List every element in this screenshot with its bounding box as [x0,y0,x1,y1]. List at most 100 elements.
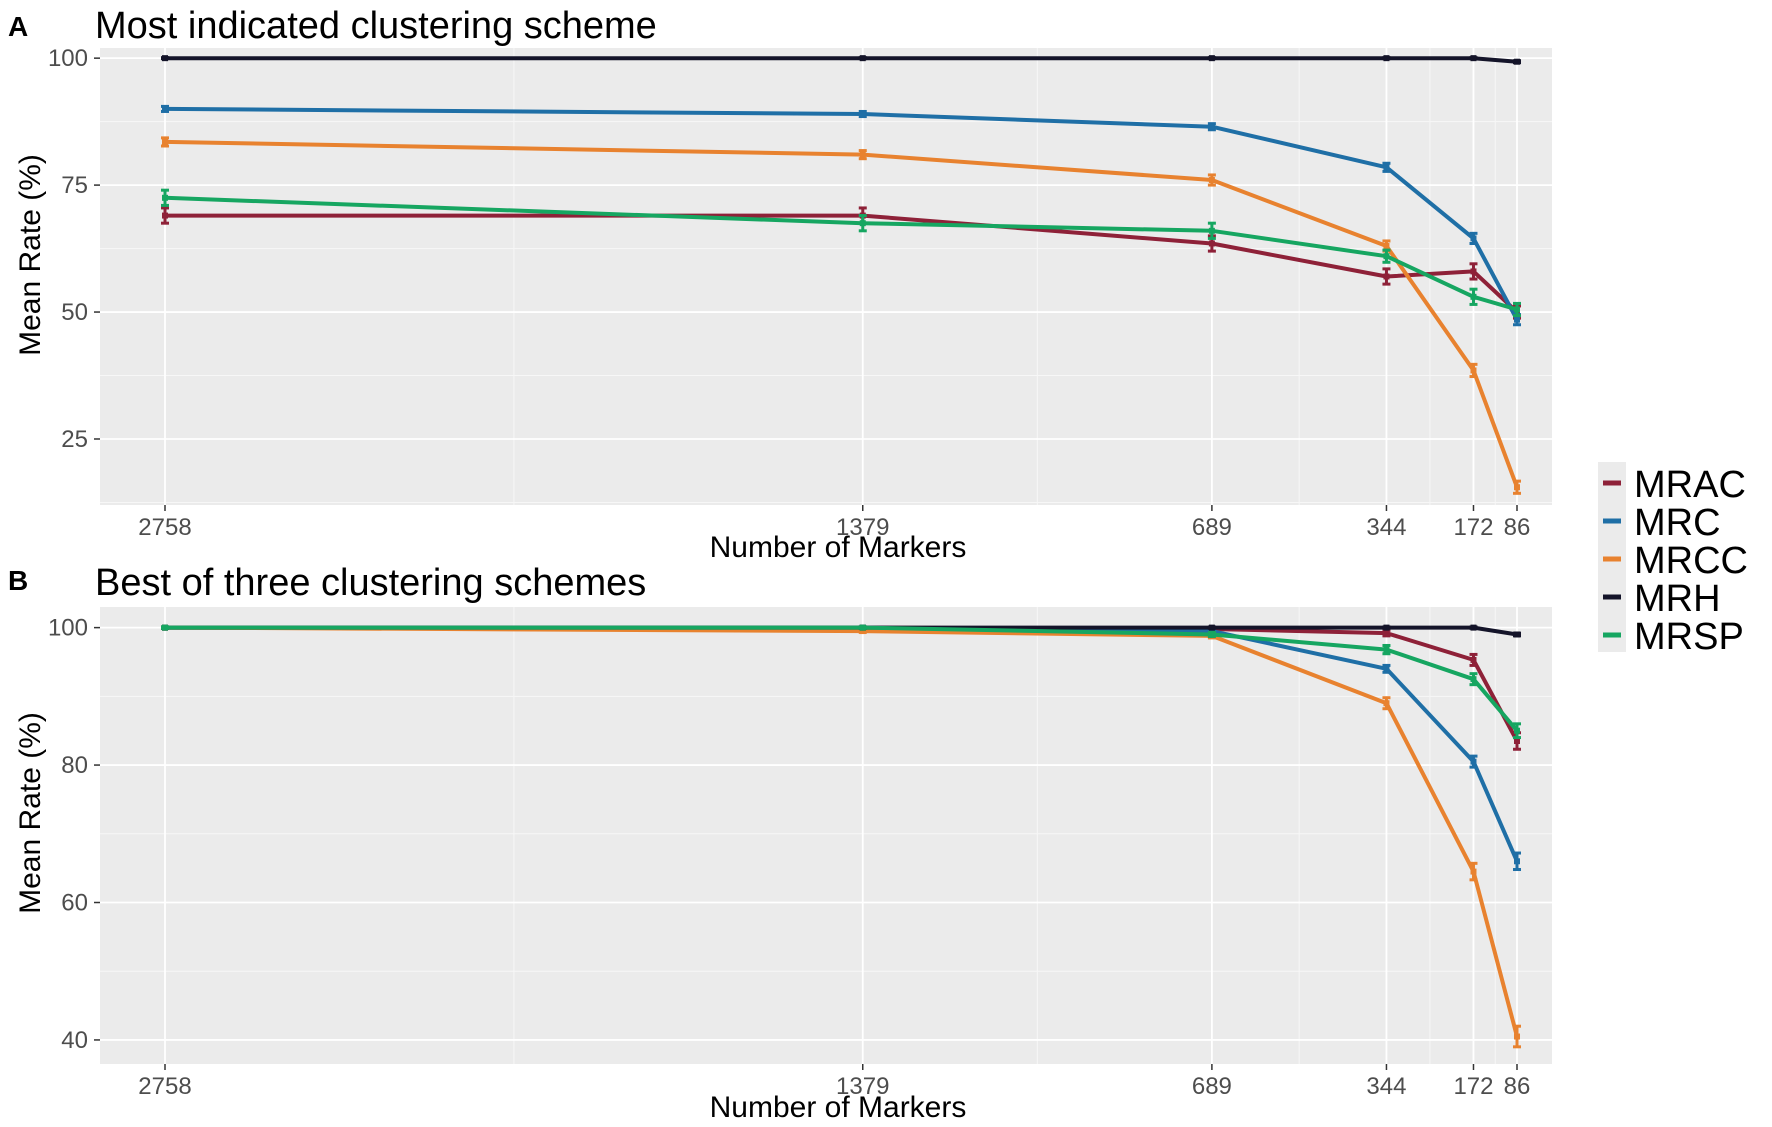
data-point [1470,268,1477,275]
panel-b-x-axis-title: Number of Markers [710,1091,967,1124]
series-line-mrsp [164,195,1518,312]
data-point [1208,123,1215,130]
data-point [1208,631,1215,638]
data-point [1383,630,1390,637]
data-point [1514,316,1520,323]
data-point [1383,55,1390,62]
series-line-mrc [164,106,1519,321]
data-point [1470,868,1477,875]
panel-a: A Most indicated clustering scheme 25 50 7… [8,5,1552,564]
data-point [162,138,168,145]
panel-b-y-axis: 40 60 80 100 [48,615,100,1054]
legend-item-mrac: MRAC [1603,464,1746,506]
series-line-mrsp [165,625,1519,732]
x-tick-label: 86 [1504,1073,1531,1100]
data-point [1208,624,1215,631]
legend-label: MRCC [1634,540,1748,582]
x-tick-label: 1379 [836,1073,889,1100]
x-tick-label: 344 [1366,514,1406,541]
panel-b-x-axis: 2758 1379 689 344 172 86 [138,1064,1530,1100]
data-point [1514,738,1520,745]
series-line-mrh [165,56,1518,64]
data-point [1514,306,1520,313]
data-point [1514,631,1520,638]
data-point [1514,858,1520,865]
panel-b: B Best of three clustering schemes 40 60 8… [8,562,1552,1124]
y-tick-label: 80 [61,752,88,779]
data-point [1383,253,1390,260]
y-tick-label: 100 [48,45,88,72]
data-point [1208,55,1215,62]
data-point [1514,58,1520,65]
data-point [1514,484,1520,491]
panel-a-y-axis-title: Mean Rate (%) [14,154,47,356]
panel-a-plot-background [100,48,1552,505]
series-line-mrcc [164,625,1519,1038]
series-mrc [161,104,1521,327]
data-point [162,194,168,201]
panel-a-x-axis-title: Number of Markers [710,531,967,564]
data-point [1470,676,1477,683]
panel-b-y-axis-title: Mean Rate (%) [14,712,47,914]
legend-label: MRSP [1634,616,1744,658]
data-point [1470,656,1477,663]
panel-a-x-axis: 2758 1379 689 344 172 86 [138,505,1530,541]
panel-b-series [161,624,1521,1049]
x-tick-label: 172 [1453,1073,1493,1100]
legend-item-mrc: MRC [1603,502,1721,544]
data-point [1383,665,1390,672]
series-line-mrcc [164,139,1519,488]
data-point [1470,624,1477,631]
legend-item-mrcc: MRCC [1603,540,1748,582]
x-tick-label: 172 [1453,514,1493,541]
data-point [162,212,168,219]
series-mrsp [161,188,1521,318]
y-tick-label: 25 [61,426,88,453]
data-point [859,628,866,635]
panel-b-letter: B [8,565,28,596]
data-point [1208,240,1215,247]
series-line-mrac [165,213,1519,314]
data-point [859,55,866,62]
legend-label: MRC [1634,502,1721,544]
data-point [1383,624,1390,631]
data-point [1383,646,1390,653]
y-tick-label: 50 [61,299,88,326]
y-tick-label: 60 [61,890,88,917]
series-mrh [161,55,1521,65]
data-point [1470,367,1477,374]
x-tick-label: 344 [1366,1073,1406,1100]
x-tick-label: 2758 [138,514,191,541]
data-point [859,151,866,158]
data-point [1208,227,1215,234]
data-point [859,624,866,631]
data-point [1383,243,1390,250]
x-tick-label: 689 [1192,1073,1232,1100]
data-point [1470,758,1477,765]
data-point [162,624,168,631]
data-point [1470,293,1477,300]
panel-a-title: Most indicated clustering scheme [95,5,657,47]
legend-item-mrh: MRH [1603,578,1721,620]
y-tick-label: 100 [48,615,88,642]
x-tick-label: 689 [1192,514,1232,541]
data-point [859,111,866,118]
panel-a-letter: A [8,11,28,42]
data-point [859,220,866,227]
x-tick-label: 1379 [836,514,889,541]
panel-b-plot-background [100,607,1552,1064]
series-mrsp [161,624,1521,740]
legend-label: MRH [1634,578,1721,620]
panel-a-series [161,55,1521,495]
legend-label: MRAC [1634,464,1746,506]
data-point [1514,1033,1520,1040]
data-point [1470,55,1477,62]
data-point [1383,273,1390,280]
data-point [162,55,168,62]
data-point [1514,727,1520,734]
data-point [1470,235,1477,242]
x-tick-label: 86 [1504,514,1531,541]
data-point [1208,177,1215,184]
